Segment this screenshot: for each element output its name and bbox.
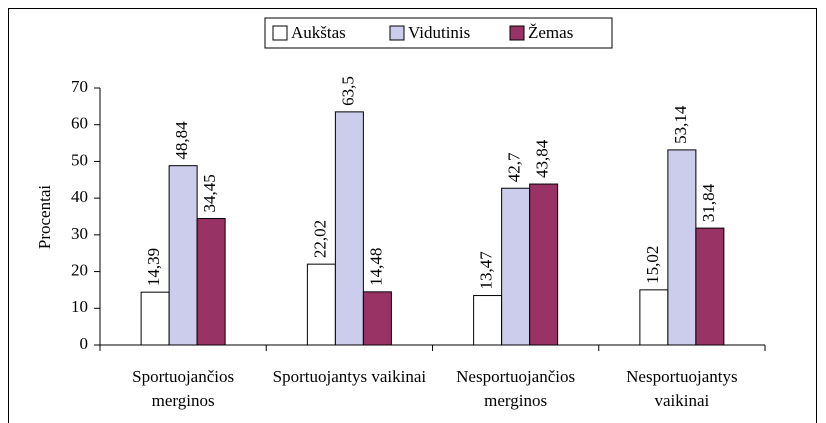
y-tick-label: 50 (71, 150, 88, 169)
data-label: 14,39 (144, 248, 163, 286)
legend-label: Aukštas (291, 23, 346, 42)
data-label: 42,7 (505, 152, 524, 182)
y-tick-label: 70 (71, 77, 88, 96)
data-label: 31,84 (699, 183, 718, 222)
bar (168, 165, 198, 346)
data-label: 13,47 (477, 251, 496, 290)
legend-label: Žemas (528, 23, 573, 42)
data-label: 14,48 (366, 248, 385, 286)
bar (667, 149, 697, 346)
legend-label: Vidutinis (408, 23, 470, 42)
data-label: 63,5 (338, 76, 357, 106)
data-label: 15,02 (643, 246, 662, 284)
y-tick-label: 40 (71, 187, 88, 206)
data-label: 22,02 (310, 220, 329, 258)
bar (362, 291, 392, 346)
legend-swatch (509, 25, 525, 41)
bar (306, 263, 336, 346)
legend-swatch (272, 25, 288, 41)
bar (501, 187, 531, 346)
data-label: 34,45 (200, 174, 219, 212)
y-tick-label: 0 (80, 334, 89, 353)
legend-swatch (389, 25, 405, 41)
bar (695, 227, 725, 346)
y-tick-label: 30 (71, 224, 88, 243)
y-tick-label: 20 (71, 260, 88, 279)
bar (639, 289, 669, 346)
bar (473, 295, 503, 346)
y-tick-label: 60 (71, 114, 88, 133)
bar (140, 291, 170, 346)
y-tick-label: 10 (71, 297, 88, 316)
x-tick-label: Nesportuojantys vaikinai (626, 367, 738, 410)
frame (8, 8, 817, 423)
x-tick-label: Nesportuojančios merginos (456, 367, 576, 410)
y-axis-label: Procentai (35, 185, 54, 249)
bar (334, 111, 364, 346)
data-label: 53,14 (671, 105, 690, 144)
x-tick-label: Sportuojantys vaikinai (272, 367, 427, 386)
legend-box (264, 17, 613, 49)
bar (196, 218, 226, 346)
x-tick-label: Sportuojančios merginos (132, 367, 235, 410)
data-label: 43,84 (533, 139, 552, 178)
data-label: 48,84 (172, 121, 191, 160)
bar (529, 183, 559, 346)
